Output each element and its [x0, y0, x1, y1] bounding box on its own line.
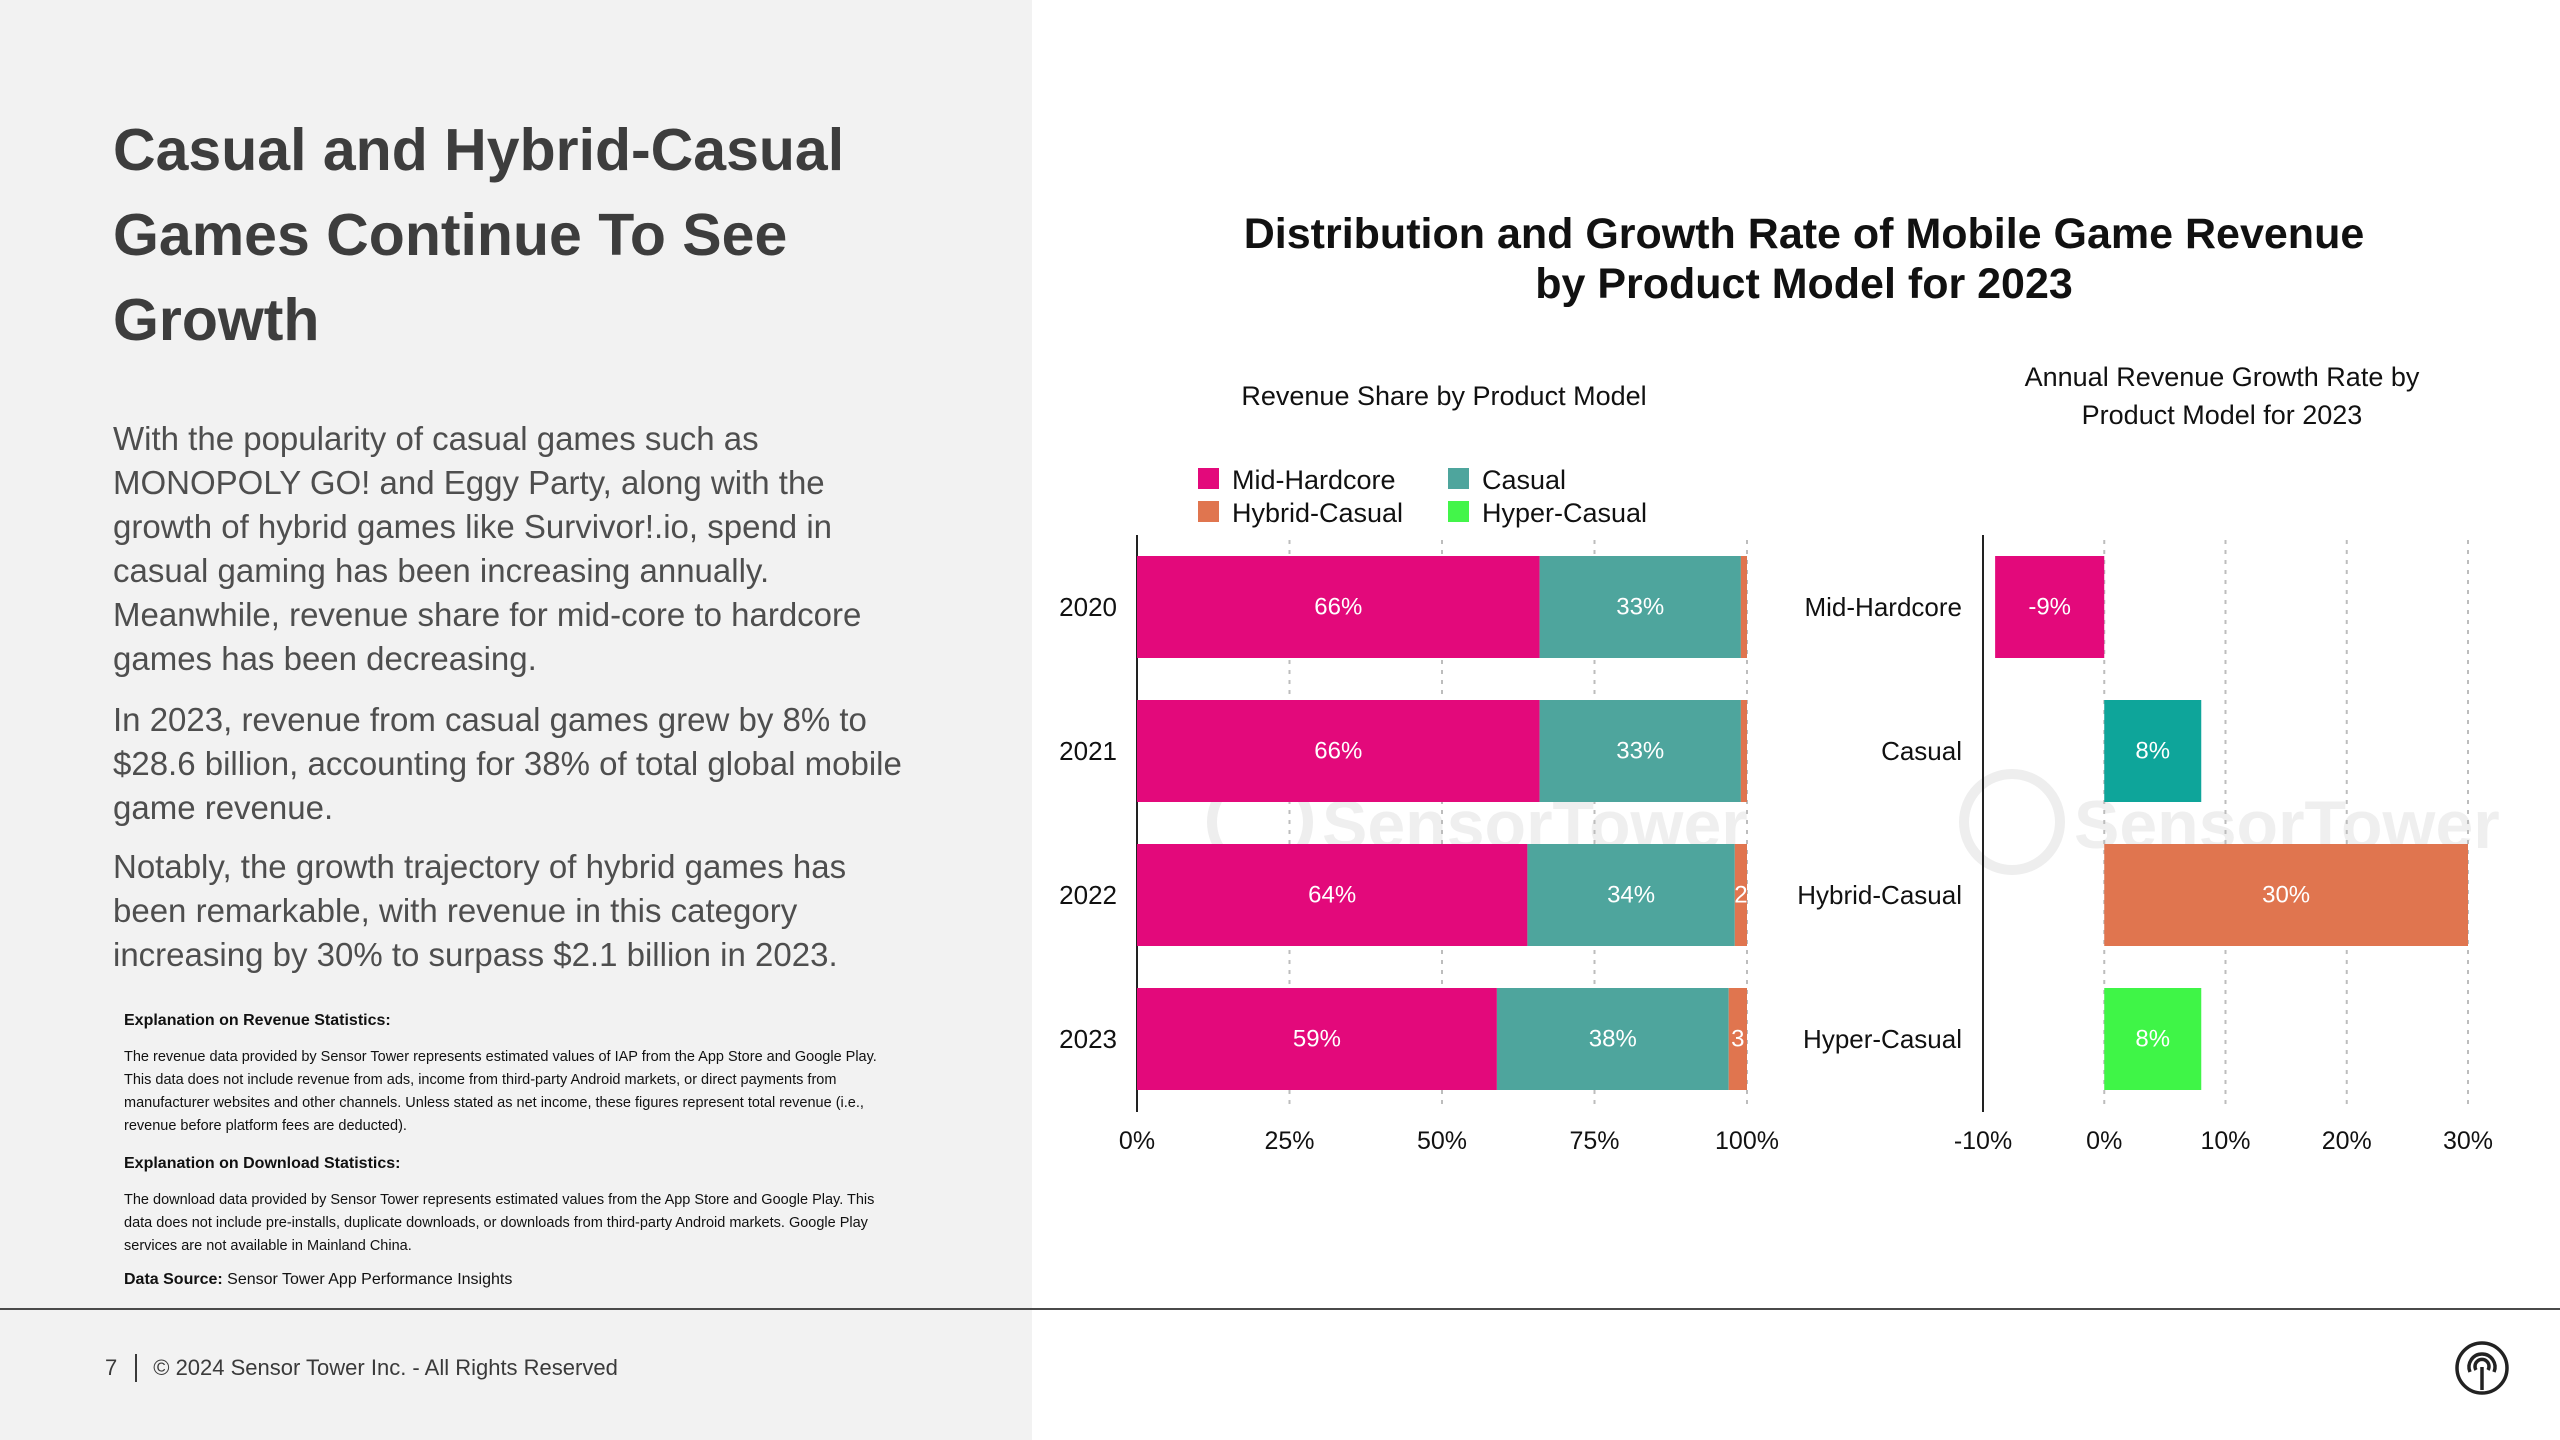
bar-segment [1740, 556, 1747, 658]
body-paragraph: With the popularity of casual games such… [113, 420, 862, 677]
legend-swatch [1448, 501, 1469, 522]
growth-bar [2104, 844, 2468, 946]
data-source-value: Sensor Tower App Performance Insights [227, 1271, 513, 1288]
category-label: Hybrid-Casual [1797, 880, 1962, 910]
left-chart-subtitle: Revenue Share by Product Model [1241, 381, 1646, 411]
bar-segment [1539, 700, 1741, 802]
bar-segment [1137, 844, 1528, 946]
bar-segment [1734, 844, 1747, 946]
chart-area: SensorTower SensorTower Distribution and… [1059, 210, 2500, 1155]
legend-label: Hyper-Casual [1482, 498, 1647, 528]
x-tick-label: 25% [1264, 1127, 1314, 1155]
bar-value-label: 8% [2135, 738, 2170, 765]
x-tick-label: 30% [2443, 1127, 2493, 1155]
legend-swatch [1448, 468, 1469, 489]
bar-value-label: 38% [1589, 1026, 1637, 1053]
legend-label: Hybrid-Casual [1232, 498, 1403, 528]
footer: 7 © 2024 Sensor Tower Inc. - All Rights … [105, 1354, 618, 1382]
page-number: 7 [105, 1355, 118, 1380]
right-chart-title-line-1: Annual Revenue Growth Rate by [2025, 362, 2420, 392]
bar-segment [1137, 556, 1540, 658]
growth-bar [2104, 700, 2202, 802]
category-label: 2023 [1059, 1024, 1117, 1054]
bar-value-label: 3 [1731, 1026, 1744, 1053]
growth-bar [2104, 988, 2202, 1090]
legend: Mid-Hardcore Casual Hybrid-Casual Hyper-Cas… [1198, 465, 1647, 528]
bar-value-label: 30% [2262, 882, 2310, 909]
right-chart-title-line-2: Product Model for 2023 [2082, 400, 2363, 430]
chart-title-line-1: Distribution and Growth Rate of Mobile G… [1244, 210, 2365, 258]
left-panel [0, 0, 1032, 1440]
footer-separator [135, 1354, 138, 1382]
bar-value-label: 8% [2135, 1026, 2170, 1053]
bar-value-label: 59% [1293, 1026, 1341, 1053]
bar-segment [1137, 700, 1540, 802]
bar-segment [1527, 844, 1735, 946]
x-tick-label: -10% [1954, 1127, 2012, 1155]
copyright: © 2024 Sensor Tower Inc. - All Rights Re… [153, 1355, 618, 1380]
legend-swatch [1198, 468, 1219, 489]
revenue-note-heading: Explanation on Revenue Statistics: [124, 1012, 391, 1029]
page-title: Casual and Hybrid-Casual Games Continue … [113, 117, 845, 353]
bar-value-label: 66% [1314, 594, 1362, 621]
bar-segment [1728, 988, 1747, 1090]
bar-value-label: 34% [1607, 882, 1655, 909]
revenue-share-chart: 0% 25% 50% 75% 100% 2020 66% 33% 2021 66% 33% 2022 6… [1059, 535, 1779, 1155]
bar-segment [1496, 988, 1729, 1090]
sensor-tower-logo-icon [2455, 1341, 2509, 1395]
category-label: 2021 [1059, 736, 1117, 766]
x-tick-label: 75% [1569, 1127, 1619, 1155]
growth-bar [1995, 556, 2105, 658]
data-source-label: Data Source: [124, 1271, 223, 1288]
bar-value-label: 66% [1314, 738, 1362, 765]
revenue-note-body: The revenue data provided by Sensor Towe… [124, 1049, 877, 1134]
bar-value-label: 33% [1616, 594, 1664, 621]
bar-segment [1137, 988, 1497, 1090]
legend-label: Casual [1482, 465, 1566, 495]
bar-segment [1740, 700, 1747, 802]
x-tick-label: 100% [1715, 1127, 1779, 1155]
x-tick-label: 20% [2322, 1127, 2372, 1155]
download-note-heading: Explanation on Download Statistics: [124, 1155, 401, 1172]
bar-value-label: 33% [1616, 738, 1664, 765]
download-note-body: The download data provided by Sensor Tow… [124, 1192, 875, 1254]
category-label: 2022 [1059, 880, 1117, 910]
bar-value-label: -9% [2028, 594, 2071, 621]
bar-value-label: 2 [1734, 882, 1747, 909]
x-tick-label: 50% [1417, 1127, 1467, 1155]
category-label: Mid-Hardcore [1805, 592, 1963, 622]
x-tick-label: 0% [1119, 1127, 1155, 1155]
body-paragraph: Notably, the growth trajectory of hybrid… [113, 848, 847, 973]
bar-value-label: 64% [1308, 882, 1356, 909]
category-label: Hyper-Casual [1803, 1024, 1962, 1054]
footer-divider [0, 1308, 2560, 1310]
category-label: 2020 [1059, 592, 1117, 622]
data-source: Data Source: Sensor Tower App Performanc… [124, 1271, 512, 1289]
legend-label: Mid-Hardcore [1232, 465, 1396, 495]
x-tick-label: 0% [2086, 1127, 2122, 1155]
body-paragraph: In 2023, revenue from casual games grew … [113, 701, 902, 826]
category-label: Casual [1881, 736, 1962, 766]
bar-segment [1539, 556, 1741, 658]
x-tick-label: 10% [2200, 1127, 2250, 1155]
legend-swatch [1198, 501, 1219, 522]
chart-title-line-2: by Product Model for 2023 [1535, 260, 2073, 308]
growth-rate-chart: -10% 0% 10% 20% 30% Mid-Hardcore -9% Casual 8% Hy… [1797, 535, 2493, 1155]
